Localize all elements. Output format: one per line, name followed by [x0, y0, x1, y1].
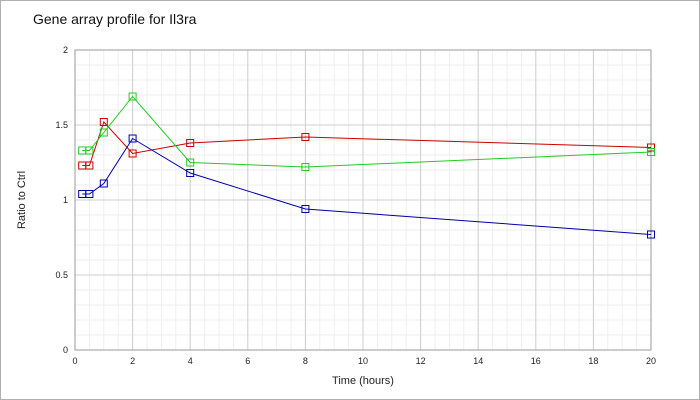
- data-point: [301, 133, 310, 141]
- y-tick-label: 1.5: [55, 120, 68, 130]
- x-tick-labels: 0 2 4 6 8 10 12 14 16 18 20: [72, 356, 656, 366]
- y-tick-label: 2: [63, 45, 68, 55]
- chart-title: Gene array profile for Il3ra: [33, 11, 197, 27]
- data-point: [99, 179, 108, 188]
- data-point: [647, 148, 655, 156]
- plot-area: [74, 49, 652, 351]
- y-tick-label: 0: [63, 345, 68, 355]
- x-tick-label: 10: [358, 356, 368, 366]
- series-line: [82, 121, 652, 166]
- data-point: [85, 190, 94, 198]
- x-tick-label: 2: [130, 356, 135, 366]
- series-layer: [78, 92, 655, 239]
- data-point: [128, 149, 137, 158]
- y-tick-labels: 0 0.5 1 1.5 2: [55, 45, 68, 355]
- data-point: [647, 143, 655, 152]
- x-tick-label: 16: [531, 356, 541, 366]
- data-point: [186, 139, 195, 147]
- x-tick-label: 12: [416, 356, 426, 366]
- x-tick-label: 14: [473, 356, 483, 366]
- data-point: [99, 118, 108, 126]
- series-2: [78, 92, 655, 171]
- data-point: [85, 161, 94, 170]
- series-1: [78, 118, 655, 170]
- data-point: [99, 128, 108, 137]
- x-tick-label: 8: [303, 356, 308, 366]
- data-point: [186, 169, 195, 177]
- x-tick-label: 18: [588, 356, 598, 366]
- data-point: [301, 163, 310, 171]
- data-point: [128, 92, 137, 101]
- data-point: [647, 230, 655, 239]
- series-3: [78, 134, 655, 239]
- data-point: [85, 146, 94, 155]
- x-tick-label: 0: [72, 356, 77, 366]
- y-tick-label: 1: [63, 195, 68, 205]
- x-tick-label: 4: [188, 356, 193, 366]
- y-tick-label: 0.5: [55, 270, 68, 280]
- y-axis-label: Ratio to Ctrl: [16, 171, 28, 229]
- x-tick-label: 6: [245, 356, 250, 366]
- x-axis-label: Time (hours): [332, 375, 394, 387]
- series-line: [82, 137, 652, 235]
- data-point: [186, 158, 195, 167]
- data-point: [128, 134, 137, 143]
- x-tick-label: 20: [646, 356, 656, 366]
- series-line: [82, 95, 652, 168]
- data-point: [301, 205, 310, 213]
